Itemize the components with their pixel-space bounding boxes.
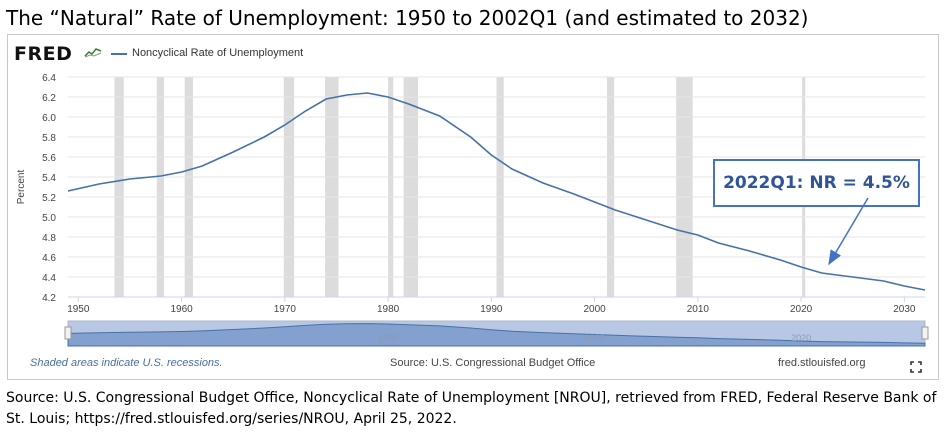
x-tick-label: 1980: [377, 304, 400, 315]
navigator-series: [67, 323, 926, 347]
x-tick-label: 2000: [583, 304, 606, 315]
y-tick-label: 6.4: [42, 73, 56, 84]
y-tick-label: 6.2: [42, 93, 56, 104]
navigator-handle[interactable]: [921, 326, 929, 340]
y-tick-label: 4.8: [42, 233, 56, 244]
x-tick-label: 2020: [790, 304, 813, 315]
navigator-tick-label: 1980: [378, 333, 398, 343]
legend-label[interactable]: Noncyclical Rate of Unemployment: [132, 47, 304, 59]
fred-chart-frame: FRED Noncyclical Rate of Unemployment 4.…: [7, 34, 939, 380]
source-citation: Source: U.S. Congressional Budget Office…: [6, 390, 937, 427]
y-tick-label: 5.8: [42, 133, 56, 144]
y-tick-label: 4.4: [42, 273, 56, 284]
y-tick-label: 4.6: [42, 253, 56, 264]
series-line: [67, 92, 926, 291]
y-tick-label: 4.2: [42, 293, 56, 304]
recession-band: [156, 77, 165, 297]
fred-logo[interactable]: FRED: [14, 43, 73, 65]
recession-note: Shaded areas indicate U.S. recessions.: [30, 357, 223, 369]
navigator-handle[interactable]: [64, 326, 72, 340]
navigator-tick-label: 2020: [791, 333, 811, 343]
fred-logo-chart-icon: [84, 48, 102, 58]
y-tick-label: 5.6: [42, 153, 56, 164]
recession-band: [606, 77, 615, 297]
recession-band: [496, 77, 504, 297]
recession-band: [676, 77, 693, 297]
chart-plot: 4.2 4.4 4.6 4.8 5.0 5.2 5.4 5.6 5.8 6.0 6.2 6.4 1950…: [16, 73, 929, 347]
legend-swatch: [111, 53, 127, 55]
x-tick-label: 2030: [893, 304, 916, 315]
x-tick-label: 1970: [274, 304, 297, 315]
recession-band: [283, 77, 295, 297]
recession-band: [114, 77, 124, 297]
y-tick-label: 6.0: [42, 113, 56, 124]
x-tick-label: 1990: [480, 304, 503, 315]
y-tick-label: 5.4: [42, 173, 56, 184]
source-note: Source: U.S. Congressional Budget Office: [390, 357, 596, 369]
recession-band: [184, 77, 193, 297]
x-tick-label: 2010: [687, 304, 710, 315]
slide-title: The “Natural” Rate of Unemployment: 1950…: [6, 6, 809, 30]
y-axis-label: Percent: [16, 170, 27, 205]
y-tick-label: 5.0: [42, 213, 56, 224]
fullscreen-icon[interactable]: [910, 361, 922, 373]
navigator-tick-label: 2000: [585, 333, 605, 343]
x-tick-label: 1960: [170, 304, 193, 315]
x-tick-label: 1950: [67, 304, 90, 315]
recession-band: [388, 77, 394, 297]
fred-link[interactable]: fred.stlouisfed.org: [778, 357, 866, 369]
recession-band: [403, 77, 419, 297]
recession-band: [325, 77, 339, 297]
callout-annotation: 2022Q1: NR = 4.5%: [713, 159, 920, 207]
y-tick-label: 5.2: [42, 193, 56, 204]
